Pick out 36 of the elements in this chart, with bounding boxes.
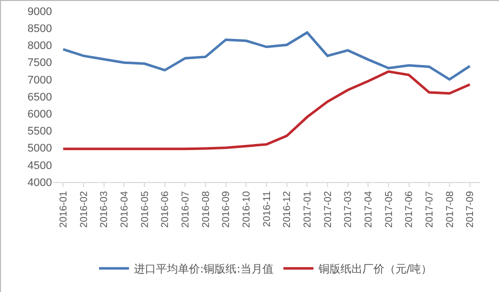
y-tick-label: 7000 (28, 74, 52, 86)
legend-label: 铜版纸出厂价（元/吨） (317, 262, 432, 276)
y-tick-label: 5500 (28, 126, 52, 138)
x-tick-label: 2017-03 (343, 190, 354, 228)
y-tick-label: 7500 (28, 57, 52, 70)
x-tick-label: 2016-09 (221, 190, 232, 228)
legend-label: 进口平均单价:铜版纸:当月值 (134, 262, 274, 276)
y-tick-label: 6500 (28, 91, 52, 104)
x-tick-label: 2017-02 (322, 190, 334, 228)
x-tick-label: 2016-02 (78, 190, 90, 228)
y-tick-label: 4500 (28, 160, 52, 172)
y-tick-label: 6000 (28, 108, 52, 120)
y-tick-label: 8000 (28, 40, 52, 52)
x-tick-label: 2016-10 (241, 190, 252, 228)
x-tick-label: 2016-07 (180, 190, 192, 228)
x-tick-label: 2017-09 (465, 190, 476, 228)
x-tick-label: 2017-05 (384, 190, 395, 228)
x-tick-label: 2016-06 (160, 190, 172, 228)
x-tick-label: 2017-07 (424, 190, 436, 228)
x-tick-label: 2017-06 (404, 190, 416, 228)
y-tick-label: 5000 (28, 142, 52, 155)
line-series (62, 70, 472, 150)
x-tick-label: 2016-08 (200, 190, 212, 228)
y-tick-label: 9000 (28, 6, 52, 18)
x-tick-label: 2016-04 (119, 190, 130, 228)
x-tick-label: 2017-01 (302, 190, 314, 228)
x-tick-label: 2016-05 (140, 190, 151, 228)
y-tick-label: 4000 (28, 176, 52, 189)
x-tick-label: 2017-04 (363, 190, 374, 228)
line-series (62, 31, 472, 81)
y-tick-label: 8500 (28, 22, 52, 35)
x-tick-label: 2017-08 (444, 190, 456, 228)
x-tick-label: 2016-11 (262, 190, 273, 227)
x-tick-label: 2016-01 (58, 190, 70, 228)
x-tick-label: 2016-03 (99, 190, 110, 228)
x-tick-label: 2016-12 (282, 190, 294, 228)
